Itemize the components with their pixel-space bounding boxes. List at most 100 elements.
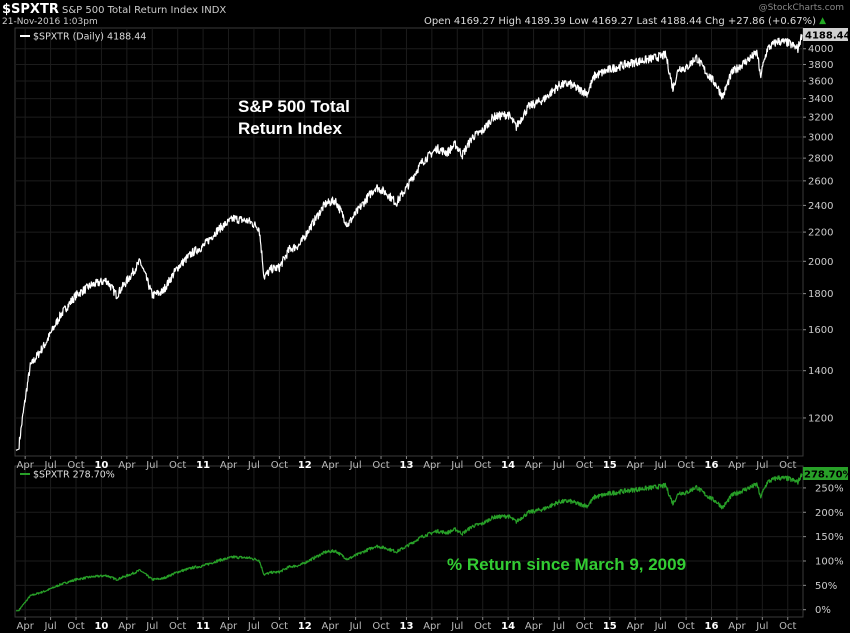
price-y-tick-label: 1200: [808, 413, 833, 424]
exchange-label: INDX: [201, 5, 227, 16]
return-x-tick-label: 12: [298, 621, 312, 632]
return-y-tick-label: 200%: [815, 508, 844, 519]
price-x-tick-label: Apr: [118, 460, 136, 471]
return-y-axis: 0% 50% 100% 150% 200% 250%: [803, 483, 844, 616]
price-x-tick-label: Oct: [474, 460, 491, 471]
price-x-tick-label: Apr: [525, 460, 543, 471]
return-x-tick-label: Apr: [17, 621, 35, 632]
price-x-tick-label: Jul: [450, 460, 463, 471]
price-y-tick-label: 2600: [808, 176, 833, 187]
price-series-line: [15, 33, 803, 451]
price-x-tick-label: Oct: [67, 460, 84, 471]
price-y-tick-label: 2000: [808, 257, 833, 268]
index-name: S&P 500 Total Return Index: [62, 5, 199, 16]
return-x-tick-label: Jul: [145, 621, 158, 632]
price-x-tick-label: 16: [705, 460, 719, 471]
price-x-axis: Apr Jul Oct 10 Apr Jul Oct 11 Apr Jul Oct 12 Apr Jul O…: [17, 456, 796, 471]
price-y-tick-label: 2800: [808, 154, 833, 165]
return-x-tick-label: Apr: [118, 621, 136, 632]
price-y-axis: 1200 1400 1600 1800 2000 2200 2400 2600 2800 3000…: [803, 44, 833, 424]
price-x-tick-label: Jul: [247, 460, 260, 471]
chart-header: $SPXTR S&P 500 Total Return Index INDX: [2, 2, 226, 17]
return-x-tick-label: Apr: [525, 621, 543, 632]
up-arrow-icon: ▲: [819, 16, 826, 26]
return-x-tick-label: Apr: [423, 621, 441, 632]
return-x-tick-label: Apr: [220, 621, 238, 632]
price-x-tick-label: Oct: [677, 460, 694, 471]
price-x-tick-label: 13: [399, 460, 413, 471]
price-annotation: S&P 500 Total Return Index: [238, 96, 350, 140]
stockcharts-watermark: @StockCharts.com: [758, 3, 844, 13]
return-x-tick-label: Apr: [322, 621, 340, 632]
price-legend: $SPXTR (Daily) 4188.44: [33, 32, 146, 43]
return-x-tick-label: Jul: [552, 621, 565, 632]
return-x-tick-label: 10: [94, 621, 108, 632]
return-x-tick-label: Apr: [728, 621, 746, 632]
return-x-tick-label: Oct: [372, 621, 389, 632]
price-annotation-line-1: S&P 500 Total: [238, 97, 350, 116]
return-x-tick-label: 15: [603, 621, 617, 632]
return-panel-frame: [14, 465, 804, 618]
price-panel-frame: [14, 27, 804, 457]
price-x-tick-label: Jul: [44, 460, 57, 471]
price-y-tick-label: 1800: [808, 289, 833, 300]
return-y-tick-label: 0%: [815, 605, 831, 616]
return-x-tick-label: Oct: [271, 621, 288, 632]
return-x-tick-label: Oct: [677, 621, 694, 632]
return-y-tick-label: 50%: [815, 581, 837, 592]
price-y-tick-label: 3400: [808, 94, 833, 105]
price-x-tick-label: Jul: [349, 460, 362, 471]
return-y-tick-label: 150%: [815, 532, 844, 543]
return-x-tick-label: Oct: [576, 621, 593, 632]
price-x-tick-label: Oct: [169, 460, 186, 471]
return-x-tick-label: Jul: [450, 621, 463, 632]
price-y-tick-label: 2400: [808, 201, 833, 212]
return-x-tick-label: Jul: [349, 621, 362, 632]
price-x-tick-label: Apr: [220, 460, 238, 471]
price-x-tick-label: Apr: [423, 460, 441, 471]
return-x-tick-label: Jul: [654, 621, 667, 632]
price-grid: [15, 28, 803, 456]
price-annotation-line-2: Return Index: [238, 119, 342, 138]
price-x-tick-label: Jul: [552, 460, 565, 471]
return-x-tick-label: Oct: [779, 621, 796, 632]
return-x-tick-label: Jul: [755, 621, 768, 632]
return-x-tick-label: 13: [399, 621, 413, 632]
price-x-tick-label: 11: [196, 460, 210, 471]
return-x-tick-label: Jul: [247, 621, 260, 632]
price-y-tick-label: 3600: [808, 77, 833, 88]
price-x-tick-label: Oct: [576, 460, 593, 471]
price-last-tag: [803, 28, 848, 41]
price-y-tick-label: 3800: [808, 60, 833, 71]
price-x-tick-label: Jul: [145, 460, 158, 471]
price-x-tick-label: 14: [501, 460, 515, 471]
return-grid: [15, 466, 803, 617]
return-annotation: % Return since March 9, 2009: [447, 555, 687, 574]
price-x-tick-label: 10: [94, 460, 108, 471]
return-last-tag: [803, 467, 848, 480]
return-y-tick-label: 100%: [815, 556, 844, 567]
price-x-tick-label: 12: [298, 460, 312, 471]
return-y-tick-label: 250%: [815, 483, 844, 494]
quote-line: Open 4169.27 High 4189.39 Low 4169.27 La…: [423, 16, 816, 27]
return-x-axis: Apr Jul Oct 10 Apr Jul Oct 11 Apr Jul Oct 12 Apr Jul O…: [17, 617, 796, 632]
price-x-tick-label: 15: [603, 460, 617, 471]
return-legend: $SPXTR 278.70%: [33, 470, 115, 481]
price-x-tick-label: Apr: [322, 460, 340, 471]
date-label: 21-Nov-2016 1:03pm: [2, 17, 98, 27]
symbol-label: $SPXTR: [2, 2, 59, 17]
return-last-label: 278.70%: [804, 470, 850, 481]
price-x-tick-label: Apr: [17, 460, 35, 471]
return-x-tick-label: Jul: [44, 621, 57, 632]
price-x-tick-label: Oct: [271, 460, 288, 471]
price-y-tick-label: 1600: [808, 325, 833, 336]
price-x-tick-label: Oct: [779, 460, 796, 471]
price-x-tick-label: Jul: [755, 460, 768, 471]
price-y-tick-label: 1400: [808, 366, 833, 377]
price-x-tick-label: Jul: [654, 460, 667, 471]
price-y-tick-label: 3000: [808, 132, 833, 143]
return-series-line: [15, 473, 803, 612]
price-y-tick-label: 3200: [808, 113, 833, 124]
return-x-tick-label: Apr: [627, 621, 645, 632]
